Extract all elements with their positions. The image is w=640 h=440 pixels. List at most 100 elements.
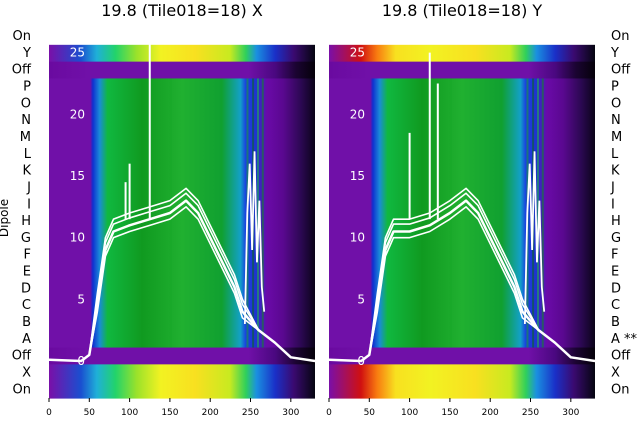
- heatmap-row-20: [329, 364, 595, 382]
- row-label: M: [20, 130, 31, 145]
- overlay-noise: [523, 151, 546, 325]
- heatmap-row-16: [329, 297, 595, 315]
- heatmap-row-8: [49, 162, 315, 180]
- heatmap-row-0: [49, 28, 315, 46]
- heatmap-row-1: [329, 44, 595, 63]
- x-tick-label: 100: [401, 408, 418, 418]
- row-label: E: [23, 265, 31, 280]
- x-tick-label: 200: [482, 408, 499, 418]
- overlay-line: [328, 187, 596, 362]
- row-label: N: [21, 113, 31, 128]
- heatmap-row-7: [49, 145, 315, 164]
- row-label: K: [611, 164, 620, 179]
- row-label: Off: [12, 63, 32, 78]
- row-label: L: [24, 147, 32, 162]
- chart-title: 19.8 (Tile018=18) X: [101, 1, 263, 20]
- heatmap-row-19: [49, 347, 315, 365]
- heatmap-row-21: [329, 381, 595, 399]
- streak-band: [261, 78, 264, 348]
- heatmap-row-14: [49, 263, 315, 281]
- x-tick-label: 50: [364, 408, 376, 418]
- heatmap-row-13: [49, 246, 315, 265]
- x-tick-label: 50: [84, 408, 96, 418]
- x-tick-label: 100: [121, 408, 138, 418]
- heatmap-row-11: [329, 213, 595, 231]
- heatmap-row-2: [329, 61, 595, 80]
- heatmap-row-16: [49, 297, 315, 315]
- heatmap-row-17: [49, 313, 315, 332]
- y-tick-label: 15: [350, 169, 365, 183]
- y-tick-label: 20: [70, 107, 85, 121]
- row-label: B: [611, 315, 620, 330]
- x-tick-label: 0: [46, 408, 52, 418]
- panel-x: [48, 28, 316, 399]
- heatmap-row-15: [49, 280, 315, 298]
- heatmap-row-1: [49, 44, 315, 63]
- heatmap-row-21: [49, 381, 315, 399]
- row-label: C: [22, 298, 31, 313]
- heatmap-row-3: [49, 78, 315, 96]
- row-label: F: [611, 248, 618, 263]
- heatmap-row-18: [329, 330, 595, 349]
- row-label: X: [22, 365, 31, 380]
- heatmap-row-0: [329, 28, 595, 46]
- x-tick-label: 150: [161, 408, 178, 418]
- row-label: H: [611, 214, 621, 229]
- heatmap-row-12: [329, 229, 595, 248]
- heatmap-row-11: [49, 213, 315, 231]
- heatmap-row-14: [329, 263, 595, 281]
- x-tick-label: 250: [242, 408, 259, 418]
- row-label: L: [611, 147, 619, 162]
- row-label: G: [21, 231, 31, 246]
- heatmap-row-19: [329, 347, 595, 365]
- row-label: D: [611, 281, 621, 296]
- panel-y: [328, 28, 596, 399]
- y-tick-label: 20: [350, 107, 365, 121]
- row-label: O: [611, 96, 621, 111]
- y-tick-label: 0: [357, 354, 365, 368]
- x-tick-label: 0: [326, 408, 332, 418]
- row-label: D: [21, 281, 31, 296]
- axis-side-label: Dipole: [0, 199, 11, 237]
- y-tick-label: 5: [357, 292, 365, 306]
- heatmap-row-9: [49, 179, 315, 197]
- streak-band: [541, 78, 544, 348]
- heatmap-row-5: [329, 112, 595, 130]
- row-label: J: [610, 180, 615, 195]
- row-label: Y: [22, 46, 31, 61]
- streak-band: [536, 78, 539, 348]
- row-label: I: [611, 197, 615, 212]
- row-label: On: [13, 29, 31, 44]
- row-label: A: [22, 332, 31, 347]
- heatmap-row-8: [329, 162, 595, 180]
- heatmap-row-18: [49, 330, 315, 349]
- y-tick-label: 0: [77, 354, 85, 368]
- row-label: I: [27, 197, 31, 212]
- row-label: P: [23, 80, 31, 95]
- row-label: Y: [610, 46, 619, 61]
- row-label: A **: [611, 332, 638, 347]
- heatmap-row-5: [49, 112, 315, 130]
- x-tick-label: 300: [562, 408, 579, 418]
- overlay-line: [48, 187, 316, 362]
- row-label: Off: [611, 63, 631, 78]
- heatmap-row-17: [329, 313, 595, 332]
- heatmap-row-7: [329, 145, 595, 164]
- streak-band: [256, 78, 259, 348]
- row-label: On: [611, 382, 629, 397]
- y-tick-label: 25: [350, 46, 365, 60]
- row-label: X: [611, 365, 620, 380]
- row-label: J: [26, 180, 31, 195]
- chart-title: 19.8 (Tile018=18) Y: [382, 1, 543, 20]
- row-label: On: [611, 29, 629, 44]
- row-label: Off: [12, 349, 32, 364]
- row-label: G: [611, 231, 621, 246]
- y-tick-label: 15: [70, 169, 85, 183]
- overlay-noise: [243, 151, 266, 325]
- row-label: On: [13, 382, 31, 397]
- heatmap-row-12: [49, 229, 315, 248]
- row-label: H: [21, 214, 31, 229]
- row-label: O: [21, 96, 31, 111]
- y-tick-label: 10: [350, 231, 365, 245]
